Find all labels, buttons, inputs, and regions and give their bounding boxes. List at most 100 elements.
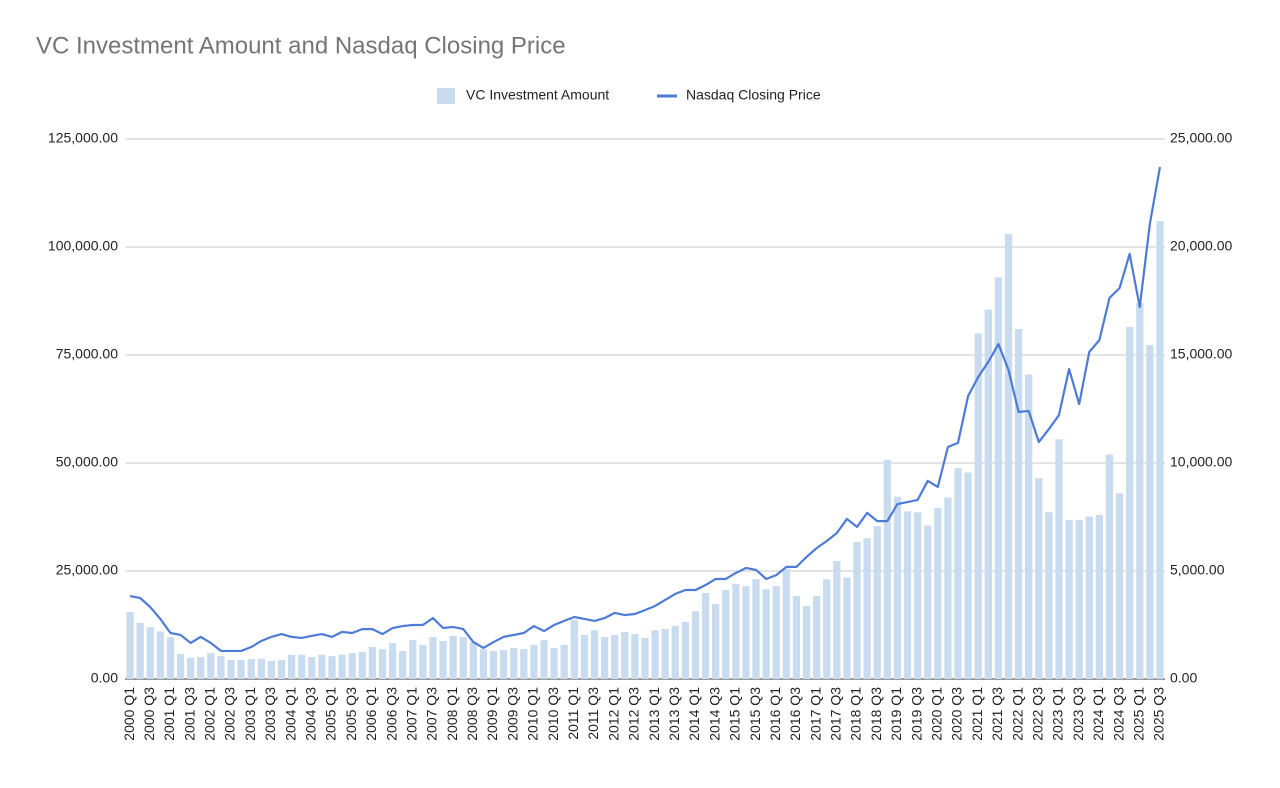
x-tick-label: 2007 Q3 bbox=[424, 687, 440, 741]
bar bbox=[550, 647, 558, 679]
bar bbox=[701, 593, 710, 679]
bar bbox=[126, 612, 134, 679]
bar bbox=[197, 656, 205, 679]
bar bbox=[257, 658, 265, 679]
bar bbox=[176, 653, 185, 679]
x-tick-label: 2018 Q3 bbox=[868, 687, 884, 741]
x-tick-label: 2017 Q1 bbox=[807, 687, 823, 741]
x-tick-label: 2021 Q1 bbox=[969, 687, 985, 741]
x-tick-label: 2025 Q1 bbox=[1130, 687, 1146, 741]
bar bbox=[691, 611, 700, 679]
bar bbox=[1136, 303, 1144, 679]
bar bbox=[1085, 516, 1093, 679]
bar bbox=[792, 596, 801, 679]
bar bbox=[1045, 512, 1053, 679]
bar bbox=[934, 507, 942, 679]
bar bbox=[267, 660, 276, 679]
x-tick-label: 2020 Q3 bbox=[949, 687, 965, 741]
x-tick-label: 2001 Q3 bbox=[181, 687, 197, 741]
x-tick-label: 2014 Q1 bbox=[686, 687, 702, 741]
y-tick-label: 100,000.00 bbox=[48, 238, 118, 254]
bar bbox=[772, 586, 780, 679]
bar bbox=[712, 603, 720, 679]
bar bbox=[611, 634, 619, 679]
bar bbox=[429, 637, 437, 679]
x-tick-label: 2021 Q3 bbox=[989, 687, 1005, 741]
bar bbox=[1156, 221, 1164, 679]
bar bbox=[459, 637, 467, 679]
y-tick-label: 0.00 bbox=[91, 670, 118, 686]
x-tick-label: 2003 Q1 bbox=[242, 687, 258, 741]
bar bbox=[752, 579, 760, 679]
y2-tick-label: 25,000.00 bbox=[1170, 130, 1232, 146]
bar bbox=[500, 650, 508, 679]
bar bbox=[813, 596, 821, 679]
x-tick-label: 2020 Q1 bbox=[929, 687, 945, 741]
bar bbox=[994, 277, 1003, 679]
x-tick-label: 2004 Q1 bbox=[282, 687, 298, 741]
bar bbox=[580, 634, 589, 679]
x-tick-label: 2014 Q3 bbox=[706, 687, 722, 741]
bar bbox=[570, 619, 578, 679]
bar bbox=[651, 630, 659, 679]
bar bbox=[520, 649, 528, 679]
y2-tick-label: 5,000.00 bbox=[1170, 562, 1225, 578]
y-tick-label: 25,000.00 bbox=[56, 562, 118, 578]
bar bbox=[419, 644, 427, 679]
x-tick-label: 2006 Q1 bbox=[363, 687, 379, 741]
bar bbox=[974, 333, 982, 679]
x-tick-label: 2012 Q3 bbox=[626, 687, 642, 741]
x-tick-label: 2009 Q3 bbox=[504, 687, 520, 741]
x-tick-label: 2000 Q3 bbox=[141, 687, 157, 741]
bar bbox=[217, 656, 225, 679]
x-tick-label: 2018 Q1 bbox=[848, 687, 864, 741]
bar bbox=[560, 644, 568, 679]
x-tick-label: 2009 Q1 bbox=[484, 687, 500, 741]
x-tick-label: 2016 Q1 bbox=[767, 687, 783, 741]
bar bbox=[479, 649, 488, 679]
bar bbox=[399, 650, 407, 679]
bar bbox=[621, 631, 629, 679]
x-tick-label: 2004 Q3 bbox=[302, 687, 318, 741]
bar bbox=[1055, 439, 1063, 679]
y2-tick-label: 15,000.00 bbox=[1170, 346, 1232, 362]
x-tick-label: 2005 Q3 bbox=[343, 687, 359, 741]
x-tick-label: 2011 Q1 bbox=[565, 687, 581, 740]
bar bbox=[318, 654, 326, 679]
bar bbox=[247, 659, 255, 679]
bar bbox=[1014, 329, 1023, 679]
x-tick-label: 2022 Q3 bbox=[1029, 687, 1045, 741]
bar bbox=[722, 590, 730, 679]
bar bbox=[853, 542, 861, 679]
y2-tick-label: 10,000.00 bbox=[1170, 454, 1232, 470]
x-tick-label: 2025 Q3 bbox=[1151, 687, 1167, 741]
bar bbox=[1115, 493, 1124, 679]
x-tick-label: 2011 Q3 bbox=[585, 687, 601, 740]
bar bbox=[964, 472, 972, 679]
bar bbox=[439, 640, 447, 679]
bar bbox=[510, 647, 518, 679]
bar bbox=[1025, 374, 1033, 679]
legend-label: Nasdaq Closing Price bbox=[686, 87, 821, 103]
legend-swatch bbox=[437, 88, 455, 104]
bar bbox=[782, 568, 790, 679]
x-tick-label: 2024 Q3 bbox=[1110, 687, 1126, 741]
bar bbox=[843, 577, 851, 679]
x-tick-label: 2012 Q1 bbox=[605, 687, 621, 741]
bar bbox=[469, 641, 477, 679]
bar bbox=[984, 309, 992, 679]
x-tick-label: 2008 Q3 bbox=[464, 687, 480, 741]
x-tick-label: 2023 Q1 bbox=[1050, 687, 1066, 741]
bar bbox=[1095, 514, 1104, 679]
x-tick-label: 2023 Q3 bbox=[1070, 687, 1086, 741]
bar bbox=[833, 561, 841, 679]
bar bbox=[1035, 478, 1043, 679]
bar bbox=[681, 621, 690, 679]
x-tick-label: 2015 Q3 bbox=[747, 687, 763, 741]
bar bbox=[146, 627, 154, 679]
bar bbox=[348, 653, 356, 679]
bar bbox=[671, 625, 679, 679]
bar bbox=[277, 659, 286, 679]
x-tick-label: 2013 Q3 bbox=[666, 687, 682, 741]
